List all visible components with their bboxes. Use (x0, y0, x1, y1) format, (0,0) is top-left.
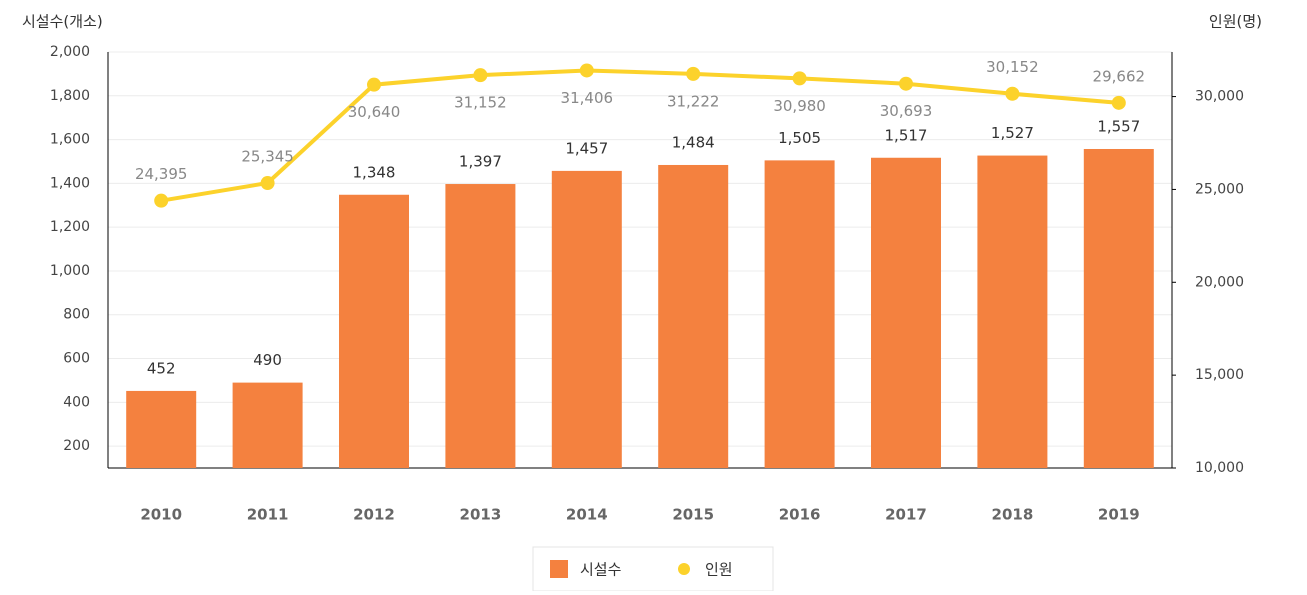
y-tick-label: 1,200 (50, 219, 90, 235)
line-value-label: 25,345 (241, 148, 294, 166)
y2-tick-label: 30,000 (1195, 89, 1244, 105)
bar (551, 170, 622, 468)
line-point (899, 76, 913, 91)
x-tick-label: 2014 (566, 506, 608, 524)
line-point (473, 68, 488, 83)
y-tick-label: 600 (63, 351, 90, 367)
bar (126, 390, 197, 468)
x-tick-label: 2011 (247, 506, 289, 524)
y-tick-label: 1,000 (50, 263, 90, 279)
line (160, 68, 1119, 203)
y2-axis-title: 인원(명) (1209, 13, 1262, 31)
bar (445, 184, 516, 468)
line-value-label: 29,662 (1093, 67, 1146, 85)
bar-value-label: 1,348 (353, 163, 396, 181)
bar (977, 155, 1048, 468)
y-tick-label: 2,000 (50, 44, 90, 60)
line-value-label: 30,980 (773, 97, 826, 115)
bar (764, 160, 835, 468)
line-point (367, 77, 381, 92)
legend-label: 시설수 (580, 561, 621, 579)
bar-value-label: 1,505 (778, 129, 821, 147)
bar (871, 157, 941, 468)
x-tick-label: 2018 (992, 506, 1034, 524)
y2-tick-label: 25,000 (1195, 181, 1244, 197)
line-point (686, 66, 701, 81)
bar (1083, 148, 1154, 468)
line-value-label: 24,395 (135, 165, 188, 183)
y-tick-label: 1,600 (50, 132, 90, 148)
line-point (579, 63, 594, 78)
x-tick-label: 2019 (1098, 506, 1140, 524)
y-tick-label: 800 (63, 307, 90, 323)
bar-value-label: 1,557 (1097, 117, 1140, 135)
y-tick-label: 200 (63, 438, 90, 454)
bar-value-label: 452 (147, 359, 176, 377)
bar-value-label: 1,457 (565, 139, 608, 157)
x-tick-label: 2013 (460, 506, 502, 524)
bar-value-label: 1,517 (885, 126, 928, 144)
y-axis-title: 시설수(개소) (22, 13, 103, 31)
x-tick-label: 2017 (885, 506, 927, 524)
x-tick-label: 2016 (779, 506, 821, 524)
legend-box (532, 546, 774, 592)
x-tick-label: 2010 (140, 506, 182, 524)
legend-swatch (550, 560, 568, 578)
bar (339, 194, 409, 469)
y2-tick-label: 15,000 (1195, 367, 1244, 383)
line-point (154, 193, 169, 208)
line-point (1111, 95, 1126, 110)
bar-value-label: 1,484 (672, 133, 715, 151)
line-point (1005, 86, 1020, 101)
y-tick-label: 1,400 (50, 175, 90, 191)
line-point (260, 176, 275, 191)
line-value-label: 31,222 (667, 92, 720, 110)
legend-swatch (678, 563, 690, 575)
line-value-label: 30,640 (348, 103, 401, 121)
bar (232, 382, 303, 468)
x-tick-label: 2012 (353, 506, 395, 524)
bar-value-label: 1,527 (991, 124, 1034, 142)
line-value-label: 31,406 (561, 89, 614, 107)
y-tick-label: 400 (63, 394, 90, 410)
bar-value-label: 1,397 (459, 153, 502, 171)
legend-label: 인원 (705, 561, 733, 579)
bar-value-label: 490 (253, 351, 282, 369)
line-point (792, 71, 807, 86)
line-value-label: 30,693 (880, 102, 933, 120)
y2-tick-label: 20,000 (1195, 274, 1244, 290)
bar (658, 164, 729, 468)
line-value-label: 31,152 (454, 94, 507, 112)
y-tick-label: 1,800 (50, 88, 90, 104)
x-tick-label: 2015 (672, 506, 714, 524)
y2-tick-label: 10,000 (1195, 460, 1244, 476)
line-value-label: 30,152 (986, 58, 1039, 76)
